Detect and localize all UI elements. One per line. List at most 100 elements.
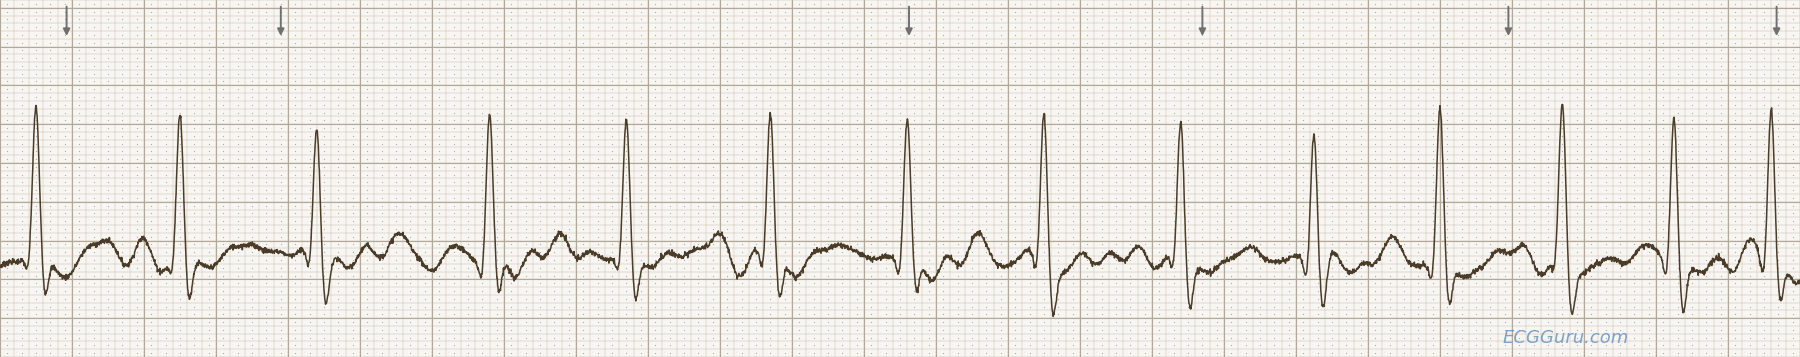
- Point: [396, 156, 425, 162]
- Point: [1058, 350, 1087, 356]
- Point: [1073, 47, 1102, 53]
- Point: [209, 311, 238, 317]
- Point: [497, 242, 526, 247]
- Point: [1217, 304, 1246, 310]
- Point: [526, 86, 554, 92]
- Point: [1620, 16, 1649, 22]
- Point: [1030, 141, 1058, 146]
- Point: [353, 226, 382, 232]
- Point: [1102, 9, 1130, 15]
- Point: [871, 335, 900, 341]
- Point: [223, 79, 252, 84]
- Point: [871, 311, 900, 317]
- Point: [367, 187, 396, 193]
- Point: [1246, 195, 1274, 201]
- Point: [1030, 327, 1058, 333]
- Point: [641, 250, 670, 255]
- Point: [914, 63, 943, 69]
- Point: [886, 226, 914, 232]
- Point: [166, 149, 194, 154]
- Point: [1404, 32, 1433, 38]
- Point: [1476, 211, 1505, 216]
- Point: [1721, 156, 1750, 162]
- Point: [238, 149, 266, 154]
- Point: [1404, 24, 1433, 30]
- Point: [0, 257, 22, 263]
- Point: [886, 304, 914, 310]
- Point: [497, 296, 526, 302]
- Point: [1202, 280, 1231, 286]
- Point: [1102, 24, 1130, 30]
- Point: [583, 47, 612, 53]
- Point: [166, 16, 194, 22]
- Point: [1678, 133, 1706, 139]
- Point: [526, 296, 554, 302]
- Point: [1188, 280, 1217, 286]
- Point: [425, 187, 454, 193]
- Point: [1116, 16, 1145, 22]
- Point: [1649, 94, 1678, 100]
- Point: [439, 195, 468, 201]
- Point: [65, 117, 94, 123]
- Point: [425, 40, 454, 46]
- Point: [1462, 133, 1490, 139]
- Point: [338, 335, 367, 341]
- Point: [742, 180, 770, 185]
- Point: [526, 125, 554, 131]
- Point: [1044, 117, 1073, 123]
- Point: [1505, 226, 1534, 232]
- Point: [1375, 94, 1404, 100]
- Point: [1174, 86, 1202, 92]
- Point: [641, 16, 670, 22]
- Point: [871, 110, 900, 115]
- Point: [1102, 16, 1130, 22]
- Point: [770, 149, 799, 154]
- Point: [310, 16, 338, 22]
- Point: [655, 156, 684, 162]
- Point: [108, 125, 137, 131]
- Point: [598, 342, 626, 348]
- Point: [1231, 164, 1260, 170]
- Point: [598, 149, 626, 154]
- Point: [0, 71, 22, 77]
- Point: [425, 9, 454, 15]
- Point: [108, 172, 137, 177]
- Point: [1174, 63, 1202, 69]
- Point: [209, 226, 238, 232]
- Point: [1577, 172, 1606, 177]
- Point: [742, 342, 770, 348]
- Point: [1519, 125, 1548, 131]
- Point: [1001, 141, 1030, 146]
- Point: [1519, 335, 1548, 341]
- Point: [439, 172, 468, 177]
- Point: [1246, 63, 1274, 69]
- Point: [1534, 265, 1562, 271]
- Point: [554, 319, 583, 325]
- Point: [180, 125, 209, 131]
- Point: [583, 86, 612, 92]
- Point: [1447, 187, 1476, 193]
- Point: [1073, 156, 1102, 162]
- Point: [842, 125, 871, 131]
- Point: [828, 211, 857, 216]
- Point: [0, 226, 22, 232]
- Point: [1620, 94, 1649, 100]
- Point: [65, 304, 94, 310]
- Point: [1476, 9, 1505, 15]
- Point: [79, 117, 108, 123]
- Point: [1548, 172, 1577, 177]
- Point: [1289, 149, 1318, 154]
- Point: [1332, 86, 1361, 92]
- Point: [986, 63, 1015, 69]
- Point: [1231, 141, 1260, 146]
- Point: [1678, 180, 1706, 185]
- Point: [756, 342, 785, 348]
- Point: [972, 187, 1001, 193]
- Point: [1087, 133, 1116, 139]
- Point: [151, 273, 180, 278]
- Point: [1404, 117, 1433, 123]
- Point: [1044, 86, 1073, 92]
- Point: [857, 226, 886, 232]
- Point: [65, 79, 94, 84]
- Point: [1519, 250, 1548, 255]
